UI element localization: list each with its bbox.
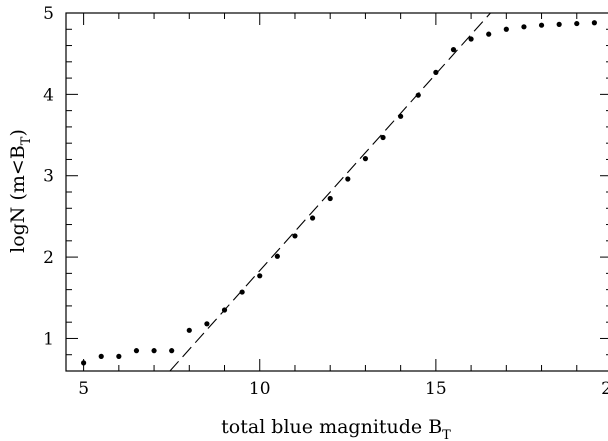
data-point: [169, 348, 175, 354]
data-point: [450, 47, 457, 53]
y-tick-label: 4: [43, 85, 54, 105]
axis-ticks: [66, 12, 608, 372]
data-point: [591, 20, 597, 26]
data-point: [98, 353, 104, 359]
tick-labels: 5 10 15 20 1 2 3 4 5: [43, 4, 608, 399]
x-axis-label-text: total blue magnitude B: [221, 416, 442, 438]
data-point: [81, 360, 87, 366]
data-point: [186, 327, 192, 333]
x-tick-label: 10: [249, 379, 271, 399]
fit-line-series: [169, 12, 491, 372]
data-point: [345, 176, 351, 182]
data-point: [468, 36, 474, 42]
x-tick-label: 5: [78, 379, 89, 399]
data-point: [380, 134, 386, 141]
data-point: [204, 321, 210, 327]
y-axis-label-subscript: T: [19, 136, 34, 145]
data-point: [151, 348, 157, 354]
data-point: [309, 215, 316, 221]
x-tick-label: 20: [601, 379, 608, 399]
y-tick-label: 3: [43, 167, 54, 187]
data-point: [415, 92, 421, 98]
data-point: [116, 353, 122, 359]
x-axis-label: total blue magnitude BT: [221, 416, 451, 441]
x-axis-label-subscript: T: [442, 428, 451, 441]
data-point: [521, 24, 527, 30]
fit-line: [169, 12, 491, 372]
y-axis-label-close: ): [7, 129, 29, 136]
data-point: [221, 307, 228, 313]
data-point: [257, 273, 263, 279]
data-point: [503, 26, 509, 32]
plot-frame: [65, 12, 608, 372]
data-point: [433, 69, 439, 75]
y-tick-label: 2: [43, 248, 54, 268]
y-axis-label: logN (m<BT): [7, 129, 34, 253]
data-point: [574, 20, 580, 27]
data-point: [538, 22, 545, 28]
data-point: [486, 31, 492, 37]
data-point: [133, 348, 140, 354]
data-point: [556, 21, 562, 27]
data-points-series: [81, 20, 597, 366]
y-tick-label: 1: [43, 329, 54, 349]
y-axis-label-text: logN (m<B: [7, 145, 29, 253]
data-point: [274, 253, 280, 259]
data-point: [292, 233, 298, 239]
data-point: [362, 156, 369, 162]
data-point: [239, 289, 245, 295]
data-point: [327, 195, 333, 202]
data-point: [398, 113, 404, 119]
y-tick-label: 5: [43, 4, 54, 24]
x-tick-label: 15: [425, 379, 447, 399]
